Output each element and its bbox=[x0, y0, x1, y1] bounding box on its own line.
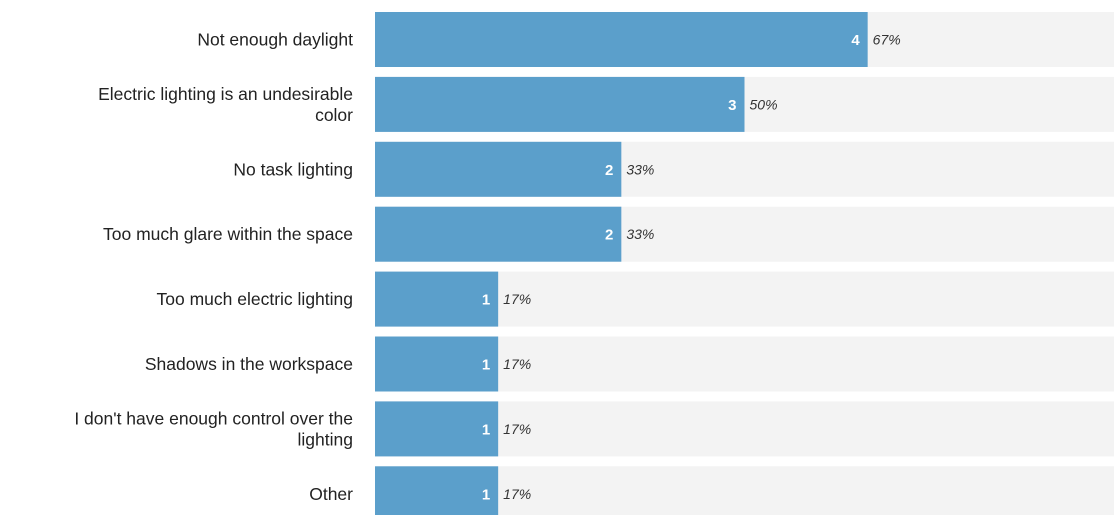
bar-percent-label: 17% bbox=[503, 291, 531, 307]
bar-value-label: 1 bbox=[482, 292, 490, 309]
category-label: Electric lighting is an undesirable bbox=[98, 84, 353, 104]
bar-percent-label: 33% bbox=[626, 226, 654, 242]
category-label: lighting bbox=[298, 429, 353, 449]
bar-value-label: 1 bbox=[482, 421, 490, 438]
bar bbox=[375, 271, 499, 327]
bar-percent-label: 50% bbox=[750, 96, 778, 112]
bar bbox=[375, 466, 499, 515]
bar-row: I don't have enough control over theligh… bbox=[74, 401, 1114, 457]
category-label: Shadows in the workspace bbox=[145, 354, 353, 374]
bar bbox=[375, 12, 868, 67]
bar-row: No task lighting 2 33% bbox=[233, 141, 1114, 197]
category-label: I don't have enough control over the bbox=[74, 408, 353, 428]
bar-row: Electric lighting is an undesirablecolor… bbox=[98, 76, 1114, 132]
category-label: color bbox=[315, 105, 353, 125]
bar-row: Too much electric lighting 1 17% bbox=[157, 271, 1114, 327]
bar-percent-label: 17% bbox=[503, 486, 531, 502]
bar-value-label: 2 bbox=[605, 227, 613, 244]
bar-percent-label: 67% bbox=[873, 32, 901, 48]
bar-percent-label: 33% bbox=[626, 161, 654, 177]
bar-row: Other 1 17% bbox=[309, 466, 1114, 515]
bar-percent-label: 17% bbox=[503, 421, 531, 437]
bar-value-label: 3 bbox=[728, 97, 736, 114]
bar bbox=[375, 141, 622, 197]
bar-row: Not enough daylight 4 67% bbox=[197, 12, 1114, 67]
category-label: Other bbox=[309, 484, 353, 504]
bar-value-label: 1 bbox=[482, 486, 490, 503]
bar bbox=[375, 401, 499, 457]
bar-value-label: 1 bbox=[482, 357, 490, 374]
category-label: Too much electric lighting bbox=[157, 289, 353, 309]
bar-row: Too much glare within the space 2 33% bbox=[103, 206, 1114, 262]
category-label: Not enough daylight bbox=[197, 30, 353, 50]
bar-value-label: 2 bbox=[605, 162, 613, 179]
bar bbox=[375, 336, 499, 392]
category-label: No task lighting bbox=[233, 159, 353, 179]
bar-percent-label: 17% bbox=[503, 356, 531, 372]
category-label: Too much glare within the space bbox=[103, 224, 353, 244]
bar bbox=[375, 206, 622, 262]
bar-value-label: 4 bbox=[851, 32, 860, 49]
bar-row: Shadows in the workspace 1 17% bbox=[145, 336, 1114, 392]
bar bbox=[375, 76, 745, 132]
